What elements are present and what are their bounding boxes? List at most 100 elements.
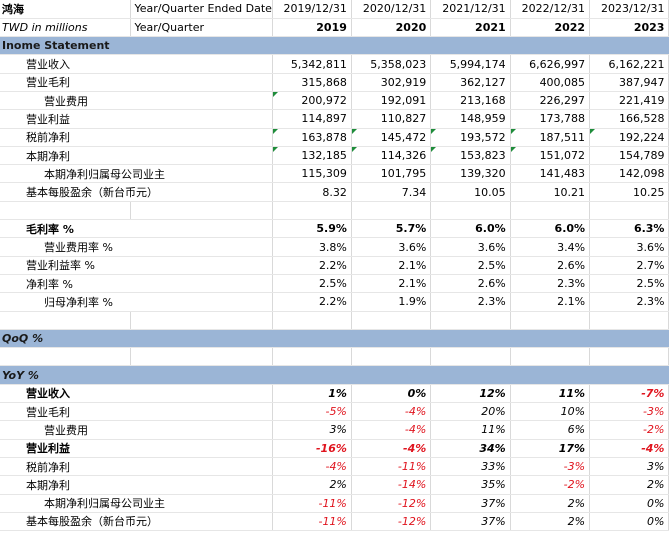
row-label[interactable]: 本期净利归属母公司业主 — [0, 164, 273, 184]
value-cell[interactable]: 6,162,221 — [589, 54, 669, 74]
value-cell[interactable]: 17% — [510, 439, 591, 458]
value-cell[interactable]: 132,185 — [272, 146, 352, 166]
date-2023[interactable]: 2023/12/31 — [589, 0, 669, 19]
row-label[interactable]: 税前净利 — [0, 128, 273, 147]
row-label[interactable]: 营业收入 — [0, 54, 273, 74]
value-cell[interactable]: 192,224 — [589, 128, 669, 147]
value-cell[interactable]: 115,309 — [272, 164, 352, 184]
value-cell[interactable]: 5,994,174 — [430, 54, 511, 74]
value-cell[interactable]: 6.0% — [510, 219, 591, 239]
value-cell[interactable]: 37% — [430, 494, 511, 513]
value-cell[interactable]: 302,919 — [351, 73, 432, 92]
year-2020[interactable]: 2020 — [351, 18, 432, 38]
value-cell[interactable]: -5% — [272, 402, 352, 422]
value-cell[interactable]: 153,823 — [430, 146, 511, 166]
year-2023[interactable]: 2023 — [589, 18, 669, 38]
empty-cell[interactable] — [430, 311, 511, 330]
value-cell[interactable]: 5.7% — [351, 219, 432, 239]
value-cell[interactable]: 2.5% — [430, 256, 511, 275]
empty-cell[interactable] — [510, 311, 591, 330]
value-cell[interactable]: 34% — [430, 439, 511, 458]
value-cell[interactable]: -4% — [589, 439, 669, 458]
value-cell[interactable]: -2% — [589, 420, 669, 440]
value-cell[interactable]: 387,947 — [589, 73, 669, 92]
section-income-statement-title[interactable]: Inome Statement — [0, 36, 669, 56]
company-name[interactable]: 鸿海 — [0, 0, 131, 19]
value-cell[interactable]: 3.8% — [272, 237, 352, 257]
value-cell[interactable]: 3% — [589, 457, 669, 477]
value-cell[interactable]: -4% — [351, 439, 432, 458]
row-label[interactable]: 净利率 % — [0, 274, 273, 294]
value-cell[interactable]: 151,072 — [510, 146, 591, 166]
value-cell[interactable]: -3% — [589, 402, 669, 422]
value-cell[interactable]: -11% — [351, 457, 432, 477]
value-cell[interactable]: 2% — [510, 494, 591, 513]
value-cell[interactable]: 154,789 — [589, 146, 669, 166]
value-cell[interactable]: 5,342,811 — [272, 54, 352, 74]
value-cell[interactable]: 213,168 — [430, 91, 511, 111]
value-cell[interactable]: 3.6% — [351, 237, 432, 257]
value-cell[interactable]: 400,085 — [510, 73, 591, 92]
value-cell[interactable]: 2% — [272, 475, 352, 495]
row-label-year-quarter[interactable]: Year/Quarter — [130, 18, 273, 38]
value-cell[interactable]: 315,868 — [272, 73, 352, 92]
value-cell[interactable]: 0% — [589, 494, 669, 513]
unit-label[interactable]: TWD in millions — [0, 18, 131, 38]
empty-cell[interactable] — [272, 311, 352, 330]
empty-cell[interactable] — [0, 347, 131, 367]
value-cell[interactable]: 3% — [272, 420, 352, 440]
value-cell[interactable]: 192,091 — [351, 91, 432, 111]
value-cell[interactable]: 2% — [510, 512, 591, 532]
empty-cell[interactable] — [272, 201, 352, 221]
value-cell[interactable]: 6.0% — [430, 219, 511, 239]
value-cell[interactable]: 173,788 — [510, 109, 591, 129]
value-cell[interactable]: -11% — [272, 512, 352, 532]
value-cell[interactable]: 110,827 — [351, 109, 432, 129]
value-cell[interactable]: 37% — [430, 512, 511, 532]
value-cell[interactable]: 1.9% — [351, 292, 432, 312]
value-cell[interactable]: 2.1% — [510, 292, 591, 312]
value-cell[interactable]: 8.32 — [272, 182, 352, 202]
date-2022[interactable]: 2022/12/31 — [510, 0, 591, 19]
value-cell[interactable]: 2.2% — [272, 256, 352, 275]
value-cell[interactable]: 2.5% — [272, 274, 352, 294]
row-label[interactable]: 本期净利归属母公司业主 — [0, 494, 273, 513]
value-cell[interactable]: 10% — [510, 402, 591, 422]
value-cell[interactable]: 3.6% — [589, 237, 669, 257]
empty-cell[interactable] — [430, 201, 511, 221]
row-label[interactable]: 归母净利率 % — [0, 292, 273, 312]
row-label[interactable]: 基本每股盈余（新台币元） — [0, 512, 273, 532]
value-cell[interactable]: 3.4% — [510, 237, 591, 257]
value-cell[interactable]: 5,358,023 — [351, 54, 432, 74]
value-cell[interactable]: 35% — [430, 475, 511, 495]
value-cell[interactable]: -4% — [272, 457, 352, 477]
value-cell[interactable]: 139,320 — [430, 164, 511, 184]
row-label[interactable]: 营业费用 — [0, 91, 273, 111]
row-label[interactable]: 营业毛利 — [0, 73, 273, 92]
empty-cell[interactable] — [351, 201, 432, 221]
value-cell[interactable]: -2% — [510, 475, 591, 495]
row-label[interactable]: 基本每股盈余（新台币元） — [0, 182, 273, 202]
row-label[interactable]: 营业利益率 % — [0, 256, 273, 275]
value-cell[interactable]: 11% — [510, 384, 591, 404]
empty-cell[interactable] — [589, 311, 669, 330]
value-cell[interactable]: 2.1% — [351, 274, 432, 294]
value-cell[interactable]: 221,419 — [589, 91, 669, 111]
year-2021[interactable]: 2021 — [430, 18, 511, 38]
value-cell[interactable]: 2.3% — [589, 292, 669, 312]
value-cell[interactable]: 6.3% — [589, 219, 669, 239]
value-cell[interactable]: 2% — [589, 475, 669, 495]
value-cell[interactable]: -4% — [351, 420, 432, 440]
value-cell[interactable]: 6,626,997 — [510, 54, 591, 74]
value-cell[interactable]: 2.5% — [589, 274, 669, 294]
row-label[interactable]: 营业毛利 — [0, 402, 273, 422]
value-cell[interactable]: 12% — [430, 384, 511, 404]
value-cell[interactable]: 2.1% — [351, 256, 432, 275]
value-cell[interactable]: 114,897 — [272, 109, 352, 129]
row-label[interactable]: 税前净利 — [0, 457, 273, 477]
value-cell[interactable]: -11% — [272, 494, 352, 513]
value-cell[interactable]: -3% — [510, 457, 591, 477]
value-cell[interactable]: 11% — [430, 420, 511, 440]
year-2019[interactable]: 2019 — [272, 18, 352, 38]
date-2020[interactable]: 2020/12/31 — [351, 0, 432, 19]
